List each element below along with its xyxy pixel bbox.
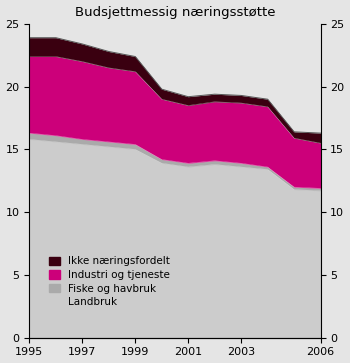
Legend: Ikke næringsfordelt, Industri og tjeneste, Fiske og havbruk, Landbruk: Ikke næringsfordelt, Industri og tjenest… (49, 257, 170, 307)
Title: Budsjettmessig næringsstøtte: Budsjettmessig næringsstøtte (75, 5, 275, 19)
